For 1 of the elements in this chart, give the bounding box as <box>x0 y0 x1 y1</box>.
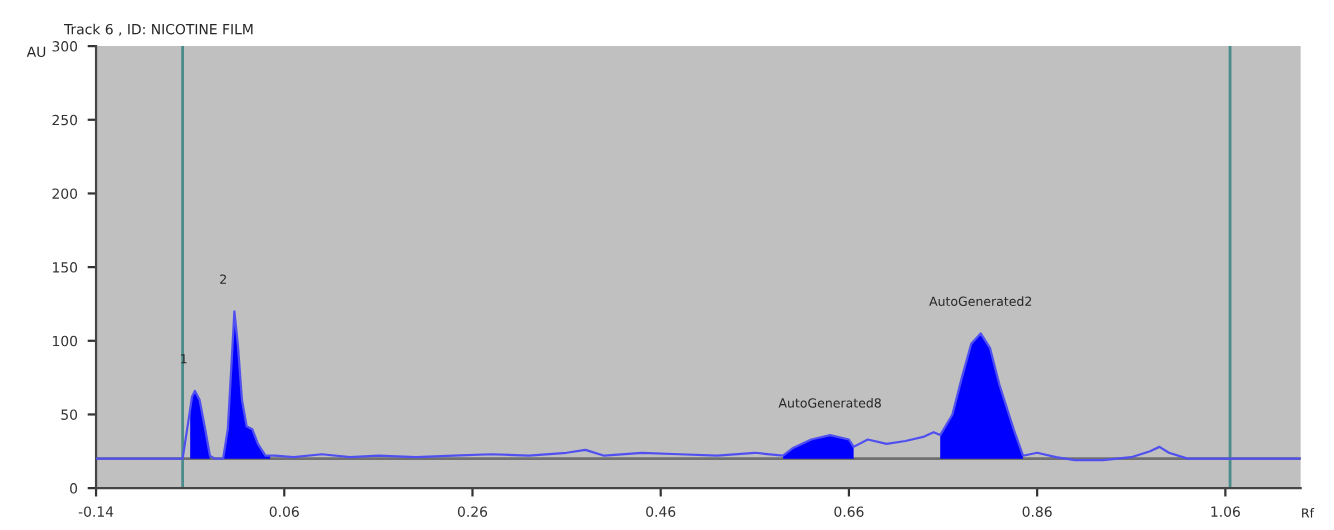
line-series <box>96 310 1301 462</box>
